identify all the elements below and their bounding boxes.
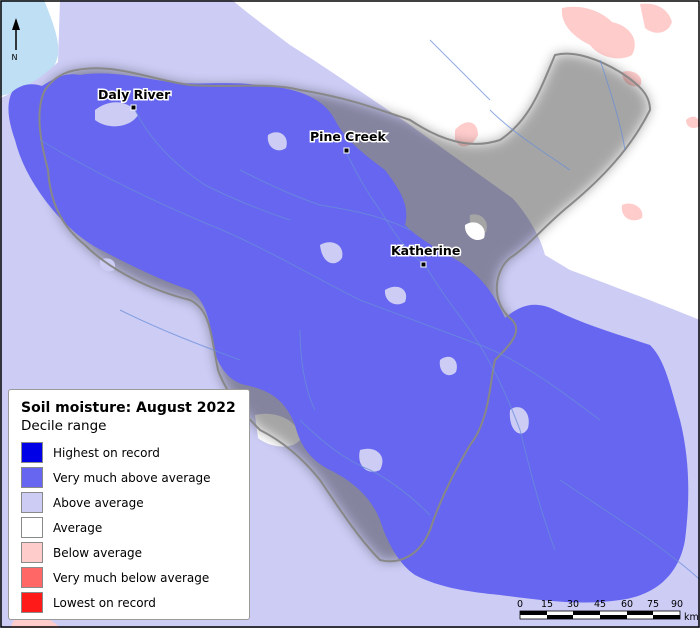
- very-much-above-average-region: [8, 73, 689, 603]
- scale-bar: 0 15 30 45 60 75 90 km: [517, 599, 699, 623]
- legend-swatch: [21, 542, 43, 563]
- legend-label: Above average: [53, 495, 144, 510]
- town-marker-pine-creek: [343, 147, 350, 154]
- legend-title: Soil moisture: August 2022: [21, 400, 236, 416]
- town-label-pine-creek: Pine Creek: [310, 129, 386, 144]
- above-average-pockets: [95, 102, 529, 472]
- scale-tick-75: 75: [647, 599, 659, 610]
- legend-label: Highest on record: [53, 445, 160, 460]
- legend-item-average: Average: [21, 515, 239, 540]
- legend-swatch: [21, 442, 43, 463]
- legend-label: Average: [53, 520, 103, 535]
- legend-swatch: [21, 467, 43, 488]
- legend-item-lowest: Lowest on record: [21, 590, 239, 615]
- scale-tick-0: 0: [517, 599, 523, 610]
- legend-label: Very much below average: [53, 570, 210, 585]
- legend-label: Lowest on record: [53, 595, 156, 610]
- scale-unit: km: [684, 612, 699, 623]
- scale-tick-45: 45: [594, 599, 606, 610]
- legend: Soil moisture: August 2022 Decile range …: [8, 389, 250, 620]
- town-label-daly-river: Daly River: [98, 87, 171, 102]
- legend-label: Below average: [53, 545, 143, 560]
- legend-items: Highest on record Very much above averag…: [21, 440, 239, 615]
- scale-tick-90: 90: [671, 599, 683, 610]
- town-label-katherine: Katherine: [391, 243, 460, 258]
- town-marker-daly-river: [130, 104, 137, 111]
- legend-swatch: [21, 567, 43, 588]
- legend-item-very-much-below: Very much below average: [21, 565, 239, 590]
- town-marker-katherine: [420, 261, 427, 268]
- legend-item-highest: Highest on record: [21, 440, 239, 465]
- legend-item-above: Above average: [21, 490, 239, 515]
- north-arrow-icon: [12, 18, 20, 50]
- catchment-boundary: [38, 52, 652, 563]
- legend-label: Very much above average: [53, 470, 211, 485]
- legend-swatch: [21, 592, 43, 613]
- rivers: [39, 39, 700, 581]
- legend-subtitle: Decile range: [21, 418, 107, 434]
- legend-item-very-much-above: Very much above average: [21, 465, 239, 490]
- legend-item-below: Below average: [21, 540, 239, 565]
- north-label: N: [12, 53, 18, 62]
- scale-tick-15: 15: [541, 599, 553, 610]
- below-average-patches: [10, 3, 700, 628]
- scale-tick-30: 30: [567, 599, 579, 610]
- legend-swatch: [21, 517, 43, 538]
- legend-swatch: [21, 492, 43, 513]
- scale-tick-60: 60: [621, 599, 633, 610]
- average-region: [464, 222, 485, 241]
